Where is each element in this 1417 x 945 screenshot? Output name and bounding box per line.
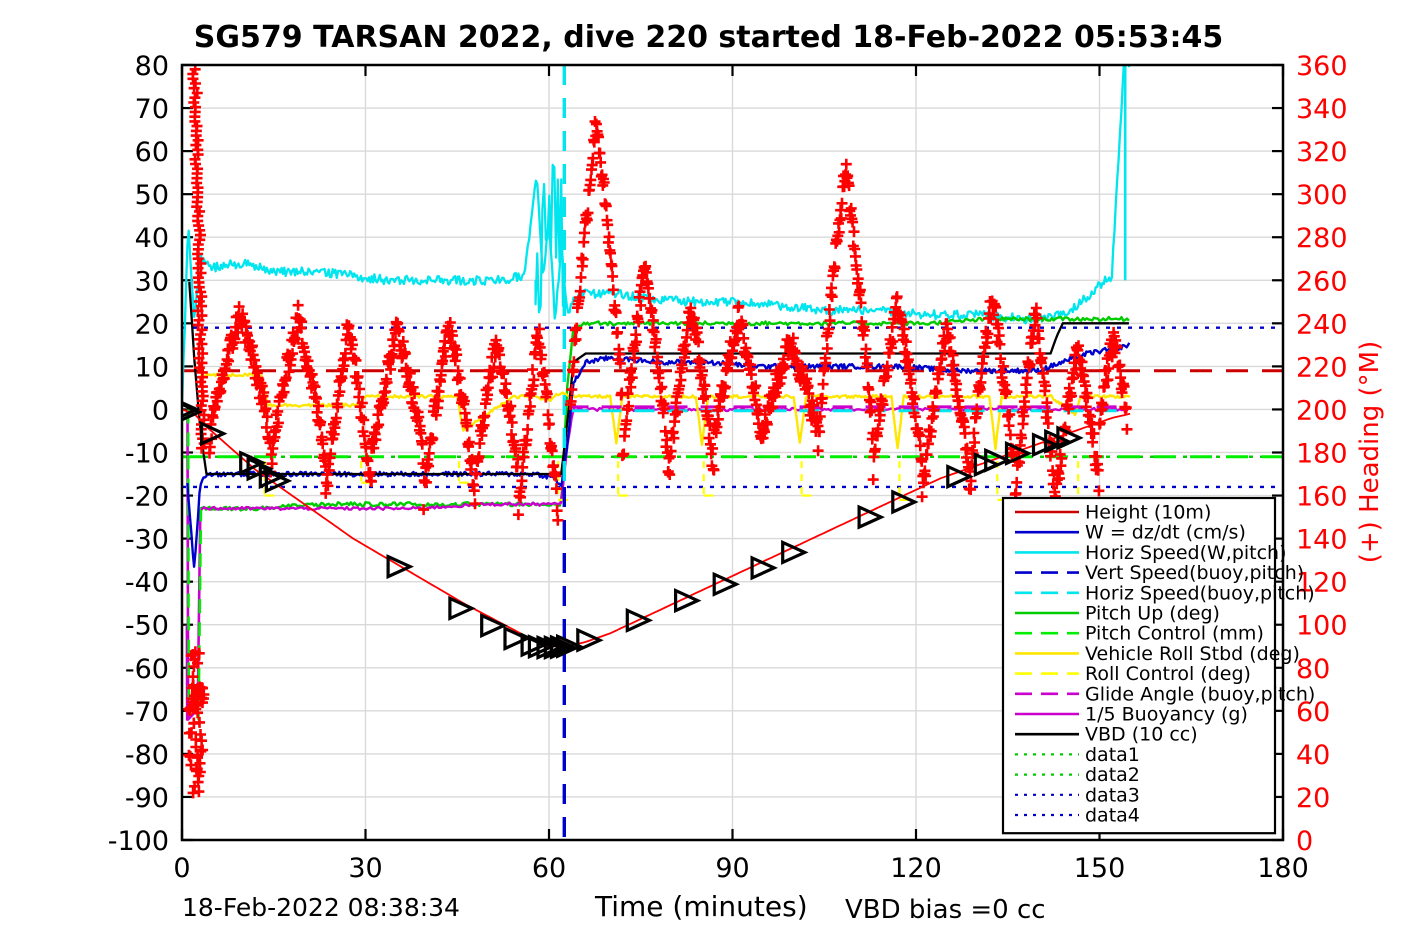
legend-label: data1 [1085, 744, 1140, 766]
series-pitch-up [199, 315, 1130, 512]
legend-label: Glide Angle (buoy,pitch) [1085, 683, 1315, 705]
left-tick-label: -70 [125, 697, 169, 728]
tick-labels: 80706050403020100-10-20-30-40-50-60-70-8… [108, 51, 1348, 884]
series-height-line [182, 408, 1131, 648]
legend: Height (10m)W = dz/dt (cm/s)Horiz Speed(… [1001, 496, 1315, 835]
right-tick-label: 120 [1296, 568, 1348, 599]
right-tick-label: 20 [1296, 783, 1330, 814]
legend-label: Horiz Speed(W,pitch) [1085, 542, 1287, 564]
right-axis-label: (+) Heading (°M) [1355, 341, 1385, 564]
series-vbd [188, 281, 1129, 476]
right-tick-label: 320 [1296, 137, 1348, 168]
right-tick-label: 80 [1296, 654, 1330, 685]
series-horiz-speed-w-pitch [182, 65, 1131, 408]
right-tick-label: 100 [1296, 611, 1348, 642]
bottom-tick-label: 60 [532, 853, 566, 884]
legend-label: Pitch Control (mm) [1085, 623, 1264, 645]
left-tick-label: 10 [135, 352, 169, 383]
left-tick-label: -80 [125, 740, 169, 771]
left-tick-label: 30 [135, 266, 169, 297]
right-tick-label: 60 [1296, 697, 1330, 728]
right-tick-label: 200 [1296, 395, 1348, 426]
bottom-tick-label: 0 [173, 853, 190, 884]
plot-frame [180, 63, 1285, 842]
data-series-layer [182, 65, 1283, 840]
legend-label: Vert Speed(buoy,pitch) [1085, 562, 1304, 584]
right-tick-label: 220 [1296, 352, 1348, 383]
bottom-tick-label: 120 [890, 853, 942, 884]
left-tick-label: -60 [125, 654, 169, 685]
right-tick-label: 140 [1296, 525, 1348, 556]
chart-title: SG579 TARSAN 2022, dive 220 started 18-F… [193, 20, 1224, 55]
left-tick-label: 60 [135, 137, 169, 168]
right-tick-label: 240 [1296, 309, 1348, 340]
right-tick-label: 260 [1296, 266, 1348, 297]
series-vehicle-roll [199, 372, 1131, 451]
left-tick-label: -100 [108, 826, 169, 857]
left-tick-label: 0 [152, 395, 169, 426]
legend-label: Roll Control (deg) [1085, 663, 1251, 685]
bottom-tick-label: 150 [1074, 853, 1126, 884]
right-tick-label: 180 [1296, 439, 1348, 470]
right-tick-label: 40 [1296, 740, 1330, 771]
legend-label: Vehicle Roll Stbd (deg) [1085, 643, 1300, 665]
legend-label: W = dz/dt (cm/s) [1085, 522, 1246, 544]
legend-label: data2 [1085, 764, 1140, 786]
left-tick-label: 40 [135, 223, 169, 254]
right-tick-label: 340 [1296, 94, 1348, 125]
left-tick-label: -10 [125, 439, 169, 470]
footer-timestamp: 18-Feb-2022 08:38:34 [182, 893, 460, 922]
bottom-tick-label: 180 [1257, 853, 1309, 884]
right-tick-label: 280 [1296, 223, 1348, 254]
series-horiz-speed-apogee-burst [534, 163, 566, 314]
left-tick-label: 70 [135, 94, 169, 125]
right-tick-label: 300 [1296, 180, 1348, 211]
right-tick-label: 160 [1296, 482, 1348, 513]
vbd-bias-note: VBD bias =0 cc [845, 895, 1046, 925]
left-tick-label: -20 [125, 482, 169, 513]
bottom-tick-label: 90 [715, 853, 749, 884]
legend-label: Horiz Speed(buoy,pitch) [1085, 582, 1315, 604]
left-tick-label: 20 [135, 309, 169, 340]
right-tick-label: 360 [1296, 51, 1348, 82]
legend-label: VBD (10 cc) [1085, 724, 1198, 746]
series-heading-markers [183, 65, 1133, 799]
legend-label: data3 [1085, 784, 1140, 806]
x-axis-label: Time (minutes) [595, 890, 808, 923]
bottom-tick-label: 30 [348, 853, 382, 884]
left-tick-label: -40 [125, 568, 169, 599]
left-tick-label: -30 [125, 525, 169, 556]
right-tick-label: 0 [1296, 826, 1313, 857]
legend-label: data4 [1085, 805, 1140, 827]
left-tick-label: 80 [135, 51, 169, 82]
legend-label: 1/5 Buoyancy (g) [1085, 704, 1248, 726]
left-tick-label: -90 [125, 783, 169, 814]
left-tick-label: 50 [135, 180, 169, 211]
legend-label: Pitch Up (deg) [1085, 603, 1220, 625]
legend-label: Height (10m) [1085, 502, 1211, 524]
left-tick-label: -50 [125, 611, 169, 642]
